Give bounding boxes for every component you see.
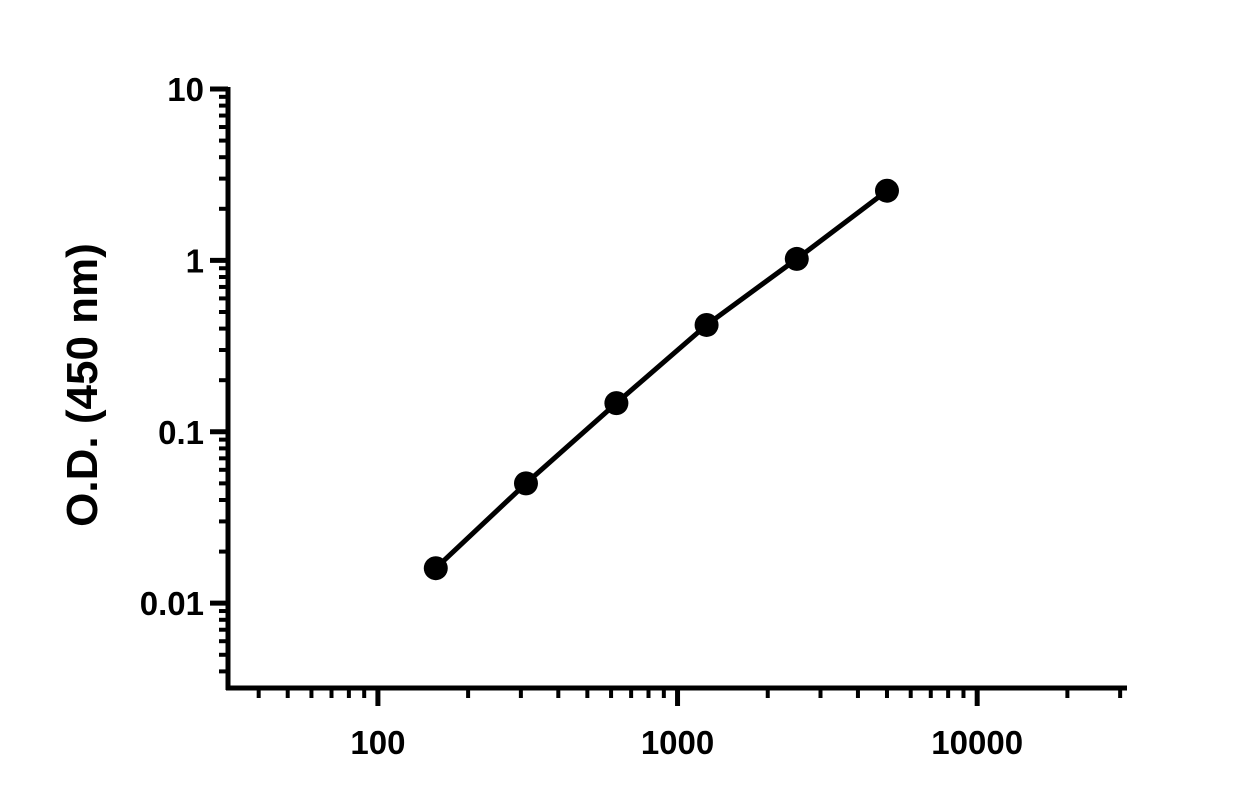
data-point: [694, 312, 719, 337]
data-point: [784, 246, 809, 271]
data-point: [513, 471, 538, 496]
series-line: [433, 188, 890, 571]
y-tick-label: 10: [167, 71, 204, 108]
data-point: [874, 178, 899, 203]
y-tick-label: 0.1: [158, 414, 204, 451]
data-point: [423, 556, 448, 581]
data-point: [604, 391, 629, 416]
x-tick-label: 1000: [641, 724, 714, 761]
x-axis: 100 1000 10000: [226, 685, 1127, 761]
y-axis: 10 1 0.1 0.01: [140, 71, 231, 690]
y-axis-title: O.D. (450 nm): [58, 243, 107, 527]
y-tick-label: 0.01: [140, 585, 204, 622]
y-tick-label: 1: [186, 242, 204, 279]
x-tick-label: 100: [350, 724, 405, 761]
x-tick-label: 10000: [931, 724, 1023, 761]
series-layer: [423, 178, 899, 581]
